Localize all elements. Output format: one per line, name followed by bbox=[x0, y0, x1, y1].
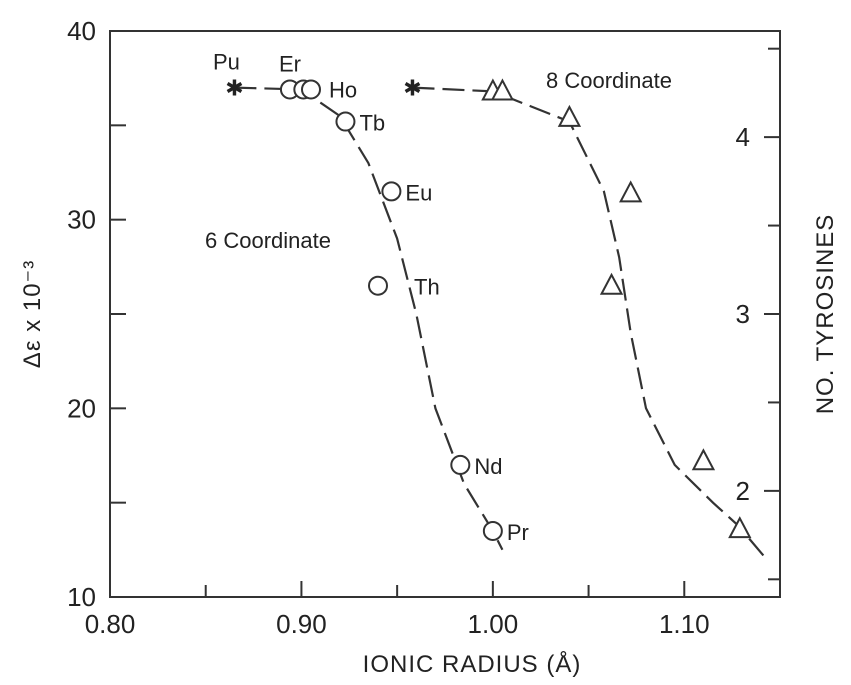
point-label-er: Er bbox=[279, 51, 301, 76]
x-axis-title: IONIC RADIUS (Å) bbox=[363, 650, 582, 678]
y-axis-title: Δε x 10⁻³ bbox=[19, 260, 46, 368]
data-point-triangle bbox=[728, 516, 752, 539]
fit-curves bbox=[234, 86, 768, 561]
data-point-triangle bbox=[599, 272, 624, 295]
data-point-triangle bbox=[691, 448, 716, 471]
y2-tick-label: 3 bbox=[736, 299, 750, 329]
y2-tick-label: 4 bbox=[736, 122, 750, 152]
data-point-triangle bbox=[490, 78, 515, 101]
data-markers: ✱ ✱ bbox=[225, 77, 752, 541]
data-point-circle bbox=[450, 454, 471, 475]
y2-tick-label: 2 bbox=[736, 476, 750, 506]
point-label-nd: Nd bbox=[474, 454, 502, 479]
point-label-th: Th bbox=[414, 275, 440, 300]
y-tick-label: 30 bbox=[67, 205, 96, 235]
y-tick-label: 20 bbox=[67, 393, 96, 423]
data-point-circle bbox=[381, 181, 402, 202]
point-label-eu: Eu bbox=[405, 180, 432, 205]
data-point-circle bbox=[368, 275, 388, 296]
annotation-6-coordinate: 6 Coordinate bbox=[205, 228, 331, 253]
point-label-pr: Pr bbox=[507, 520, 529, 545]
plot-area bbox=[109, 30, 781, 598]
y2-axis-title: NO. TYROSINES bbox=[812, 214, 839, 415]
x-tick-label: 1.10 bbox=[659, 609, 710, 639]
data-point-circle bbox=[335, 111, 356, 132]
y-tick-label: 40 bbox=[67, 16, 96, 46]
plot-frame bbox=[109, 30, 781, 598]
curve-series-2 bbox=[412, 86, 768, 561]
data-point-triangle bbox=[619, 180, 643, 203]
data-point-triangle bbox=[557, 104, 582, 127]
point-label-pu: Pu bbox=[213, 50, 240, 75]
point-label-ho: Ho bbox=[329, 77, 357, 102]
data-point-star: ✱ bbox=[403, 77, 421, 102]
y-tick-label: 10 bbox=[67, 582, 96, 612]
data-point-star: ✱ bbox=[225, 77, 243, 102]
data-point-circle bbox=[482, 520, 503, 541]
axis-ticks bbox=[109, 30, 780, 598]
curve-series-1 bbox=[234, 86, 504, 551]
x-tick-label: 0.90 bbox=[276, 609, 327, 639]
x-tick-label: 0.80 bbox=[85, 609, 136, 639]
data-point-circle bbox=[301, 79, 321, 100]
point-label-tb: Tb bbox=[359, 111, 385, 136]
x-tick-label: 1.00 bbox=[468, 609, 519, 639]
annotation-8-coordinate: 8 Coordinate bbox=[546, 68, 672, 93]
